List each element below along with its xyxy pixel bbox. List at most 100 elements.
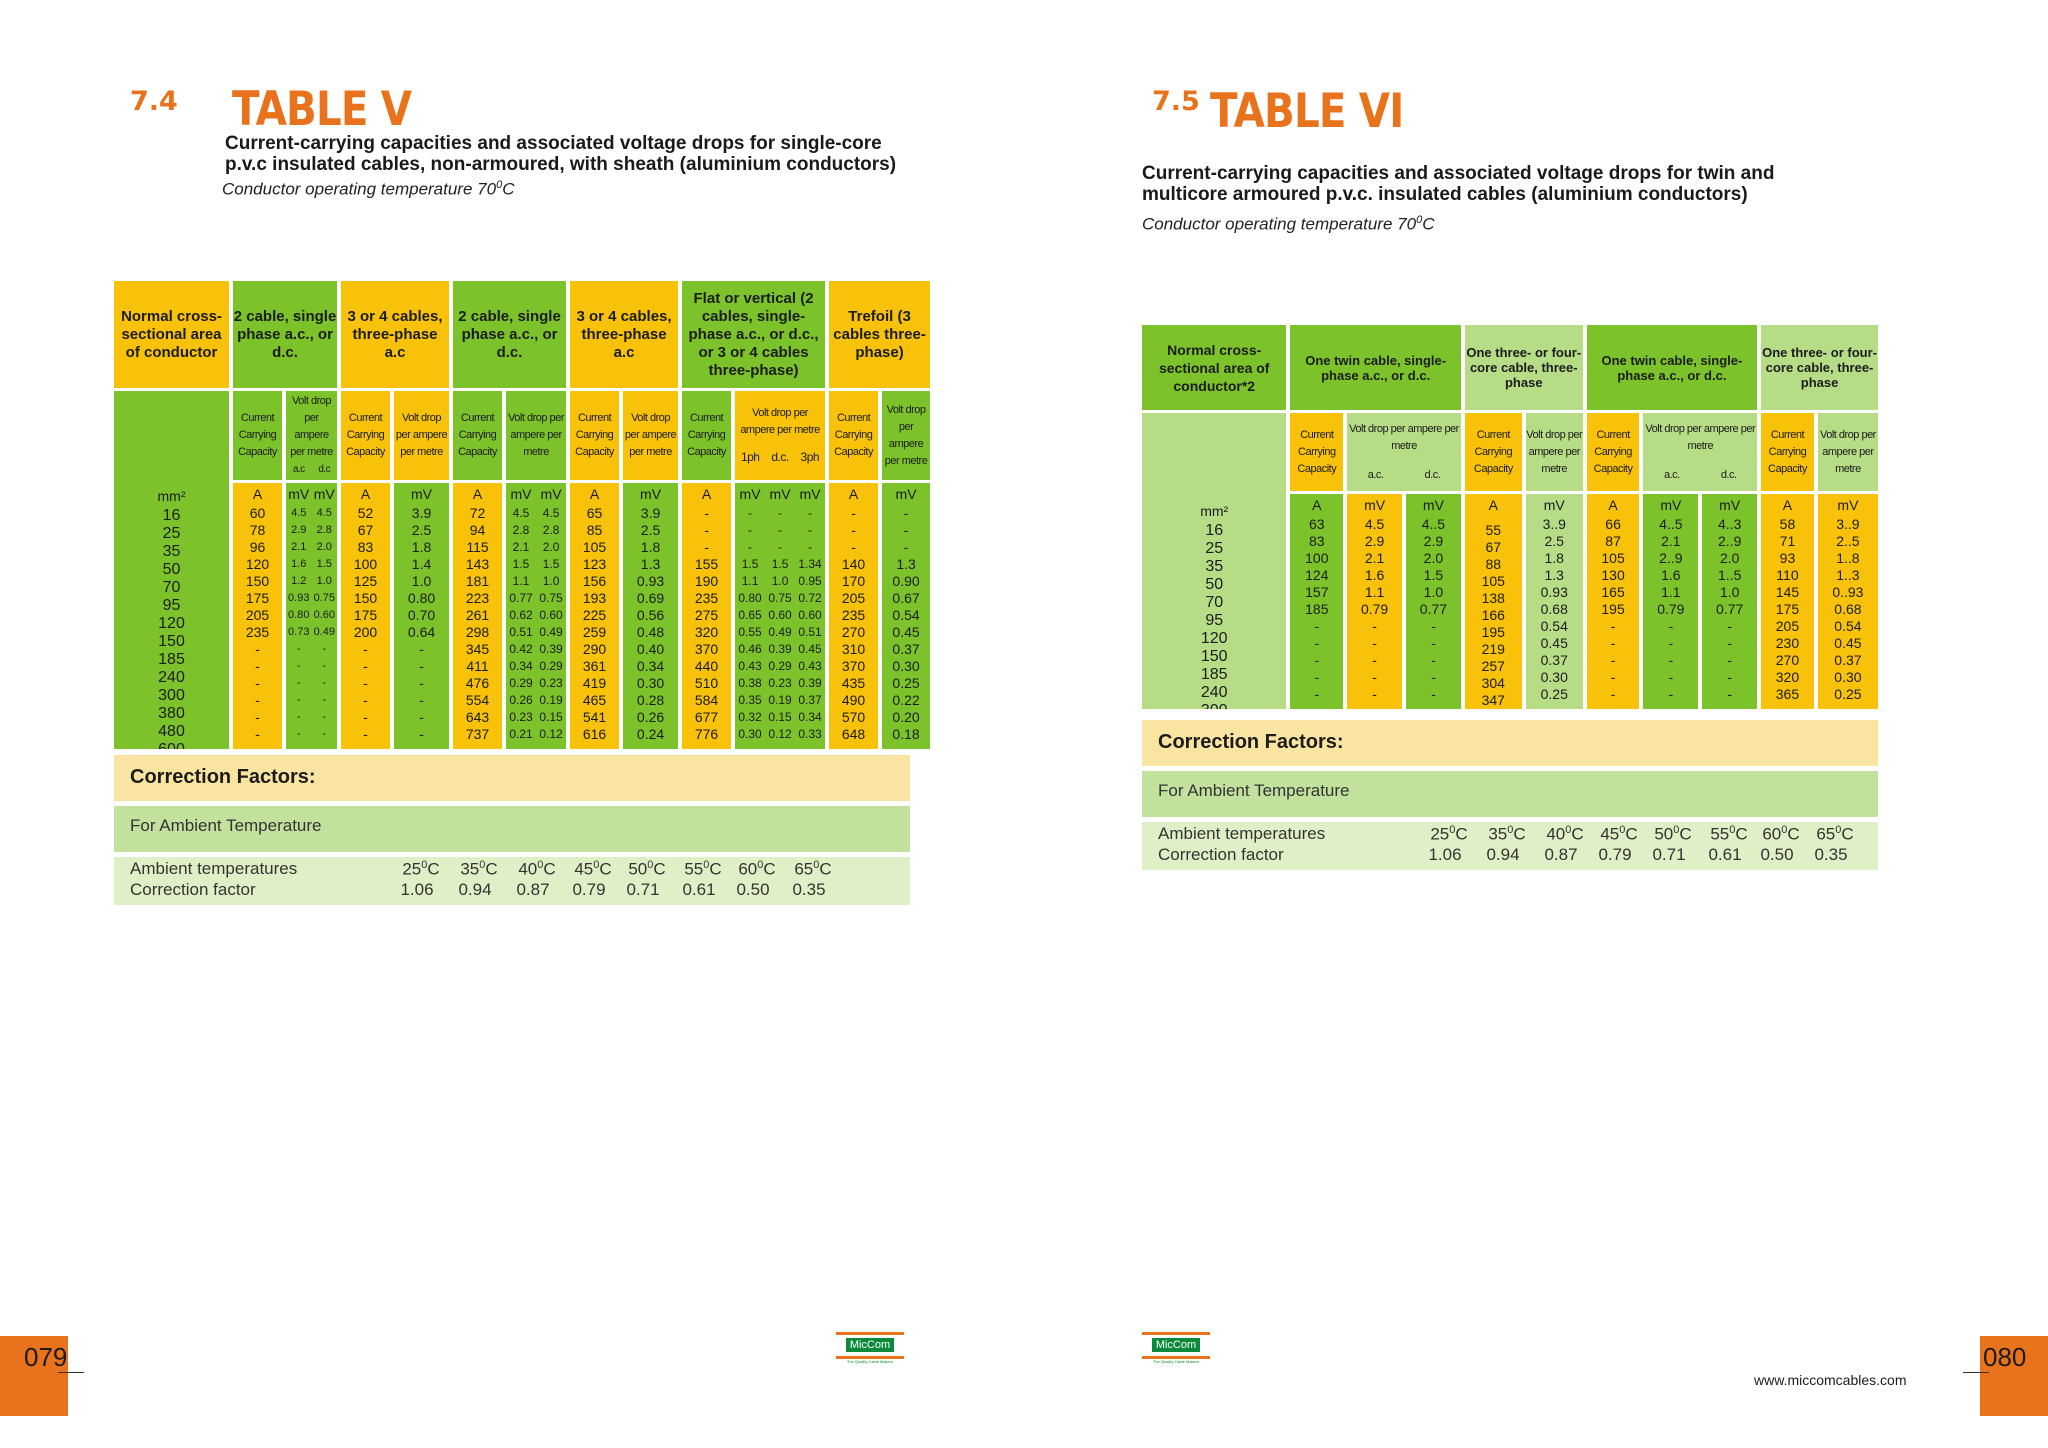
value-cell: 1.5 [512,557,530,572]
value-cell: 0.80 [407,590,436,607]
logo-tagline: The Quality Cable Makers [1152,1359,1200,1364]
value-cell: 4.5 [316,507,332,520]
value-cell: - [296,677,301,690]
value-cell: 0.29 [768,659,792,674]
value-cell: - [748,540,753,555]
value-cell: 165 [1601,584,1625,600]
size-cell: 480 [158,723,185,740]
subheader-volt-drop: Volt drop per ampere per metre [623,391,679,481]
value-cell: 166 [1481,607,1505,623]
value-cell: 138 [1481,590,1505,606]
value-cell: 0.51 [798,625,822,640]
value-cell: - [1372,618,1377,634]
size-cell: 50 [162,561,181,578]
value-cell: 0.49 [539,625,563,640]
correction-factor-value: 0.94 [1486,845,1520,864]
subheader-current: Current Carrying Capacity [1761,413,1814,491]
value-cell: 570 [841,709,866,726]
value-cell: 110 [1776,567,1799,583]
subheader-volt-drop: Volt drop per ampere per metre [1817,413,1878,491]
value-cell: 175 [353,607,378,624]
value-cell: - [1668,635,1674,651]
value-cell: 541 [582,709,607,726]
value-cell: 2.8 [512,523,530,538]
value-cell: 0.70 [407,607,436,624]
size-cell: 16 [162,507,181,524]
unit-mm: mm² [1200,503,1229,519]
subheader-current: Current Carrying Capacity [682,391,732,481]
value-cell: - [808,540,813,555]
correction-factor-label: Correction factor [1158,845,1284,864]
value-cell: - [1314,652,1320,668]
ambient-temperature-bar: For Ambient Temperature [114,806,910,852]
ambient-temperature-value: 350C [1488,824,1526,844]
subheader-current: Current Carrying Capacity [1586,413,1640,491]
value-cell: 4..5 [1659,516,1683,532]
value-cell: 320 [694,624,719,641]
value-cell: 205 [841,590,866,607]
value-cell: - [778,523,783,538]
subheader-current: Current Carrying Capacity [1290,413,1344,491]
col-multicore-voltdrop-b: mV 3..9 2..5 1..8 1..3 0..93 0.68 0.54 0.45 0.37 0… [1817,494,1878,709]
value-cell: 94 [469,522,486,539]
value-cell: 0.22 [892,692,920,709]
value-cell: 0.35 [738,693,762,708]
size-cell: 16 [1205,522,1224,539]
value-cell: 0.54 [892,607,920,624]
section-number: 7.5 [1152,86,1200,117]
value-cell: 1.5 [542,557,560,572]
value-cell: 0.46 [738,642,762,657]
ambient-temperature-value: 400C [1546,824,1584,844]
value-cell: 67 [357,522,374,539]
value-cell: 85 [586,522,603,539]
value-cell: 2..9 [1659,550,1683,566]
ambient-temperature-value: 350C [460,859,498,879]
value-cell: 259 [582,624,607,641]
value-cell: 200 [353,624,378,641]
subheader-current: Current Carrying Capacity [1464,413,1522,491]
value-cell: 0.68 [1834,601,1862,617]
operating-temperature-note: Conductor operating temperature 700C [1142,214,1435,234]
value-cell: 0.39 [768,642,792,657]
ambient-temperature-value: 250C [402,859,440,879]
value-cell: - [296,694,301,707]
correction-factor-value: 0.35 [792,880,826,899]
value-cell: 125 [353,573,378,590]
value-cell: 0.72 [798,591,822,606]
value-cell: 677 [694,709,719,726]
value-cell: - [363,726,368,743]
value-cell: 0.37 [1540,652,1568,668]
size-cell: 35 [1205,558,1224,575]
value-cell: 0.93 [636,573,665,590]
value-cell: 776 [694,726,719,743]
header-conductor-area: Normal cross-sectional area of conductor [114,281,229,388]
value-cell: 190 [694,573,719,590]
value-cell: 1.6 [1364,567,1385,583]
correction-factor-value: 0.94 [458,880,492,899]
value-cell: 554 [465,692,490,709]
value-cell: - [296,643,301,656]
value-cell: 1.8 [640,539,661,556]
value-cell: 0.23 [539,676,563,691]
miccom-logo: MicCom The Quality Cable Makers [836,1332,904,1372]
ambient-temperature-bar: For Ambient Temperature [1142,771,1878,817]
value-cell: - [1727,635,1733,651]
correction-factor-value: 0.71 [626,880,660,899]
value-cell: 0.54 [1834,618,1862,634]
header-3-4-cables-three-phase: 3 or 4 cables, three-phase a.c [570,281,679,388]
value-cell: 0.77 [509,591,533,606]
value-cell: 0.28 [636,692,665,709]
subheader-volt-drop: Volt drop per ampere per metre a.c. d.c. [1643,413,1758,491]
size-cell: 240 [1200,684,1228,701]
ambient-temperature-value: 500C [1654,824,1692,844]
value-cell: 1.1 [1364,584,1385,600]
size-cell: 185 [158,651,185,668]
value-cell: 2.1 [1661,533,1681,549]
value-cell: - [1727,618,1733,634]
col-2cable-current: A 60 78 96 120 150 175 205 235- - - - - - [233,483,282,749]
value-cell: - [1314,618,1320,634]
col-3cable-voltdrop-b: mV 3.9 2.5 1.8 1.3 0.93 0.69 0.56 0.48 0.40 0.34 0.… [623,483,679,749]
value-cell: 345 [465,641,490,658]
value-cell: 1.0 [316,575,332,588]
ambient-temperature-value: 500C [628,859,666,879]
